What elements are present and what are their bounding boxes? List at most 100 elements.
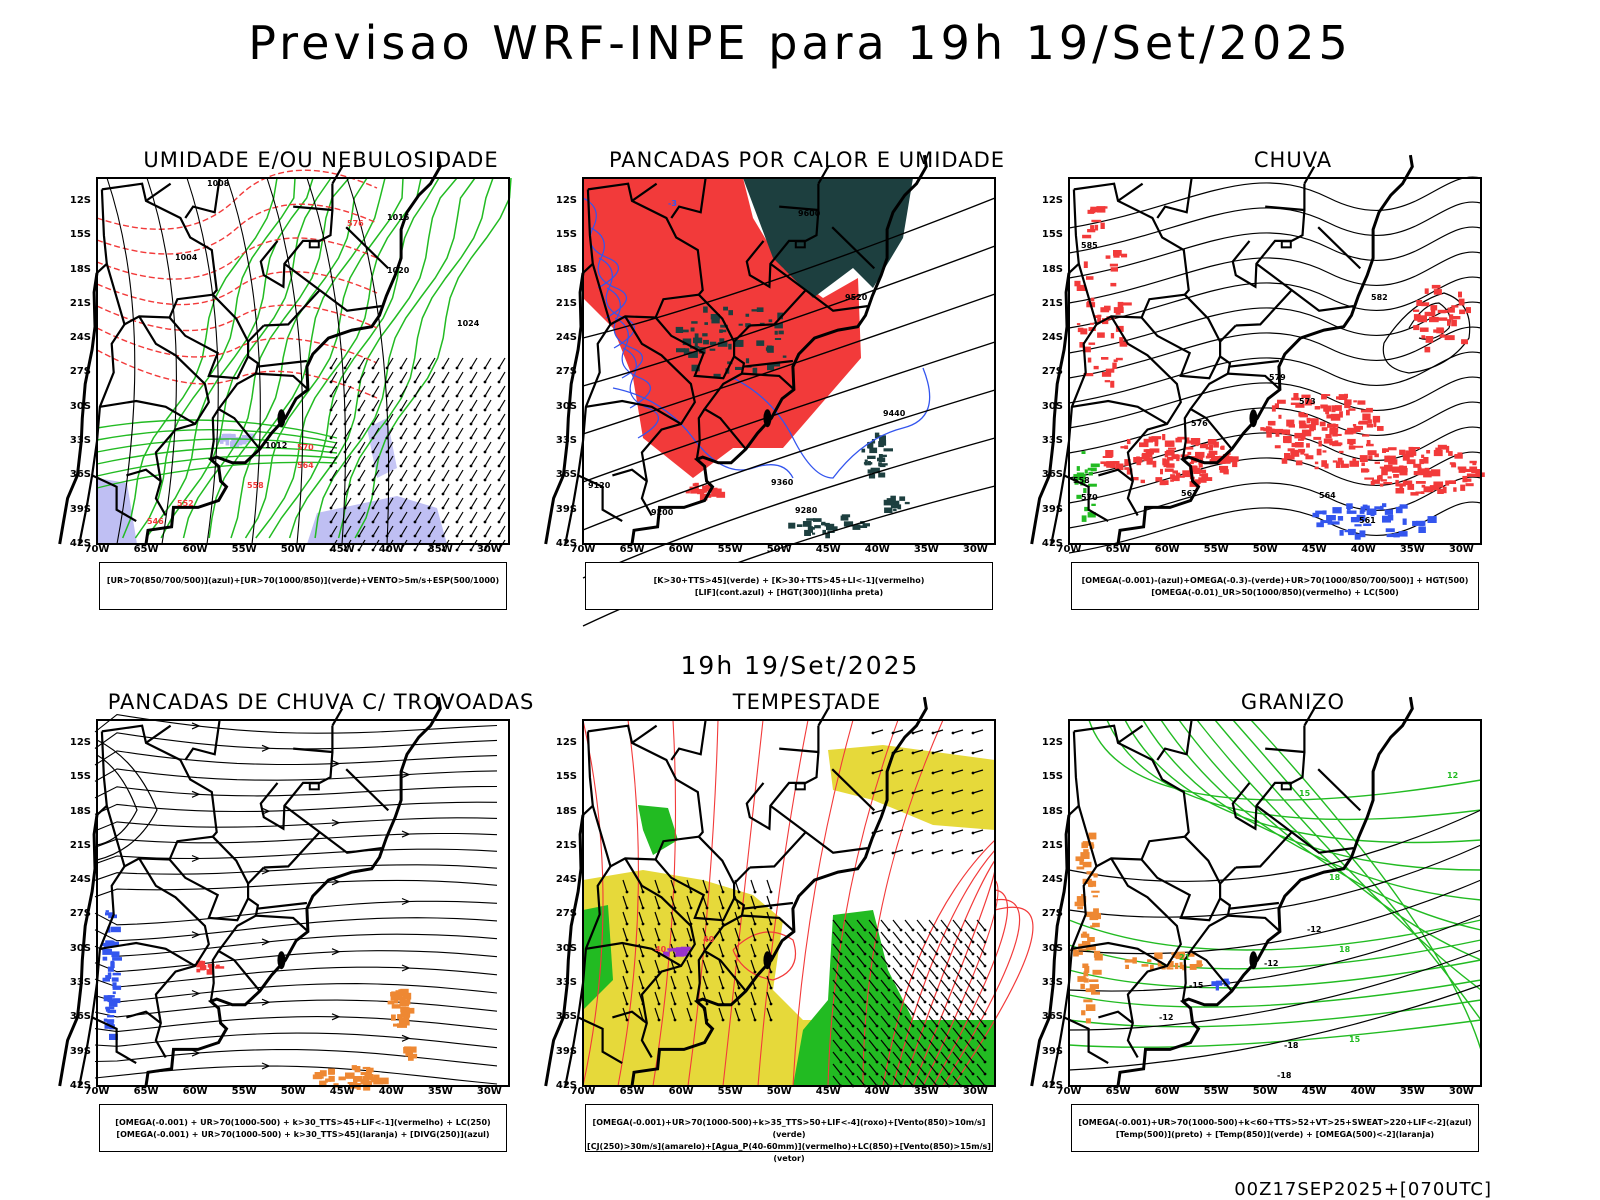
wind-vector <box>911 811 915 815</box>
wind-vector <box>923 1012 927 1016</box>
rain-area-red <box>1469 466 1478 471</box>
wind-vector <box>983 1000 987 1004</box>
map-frame <box>1068 719 1482 1087</box>
rain-area-red <box>1367 419 1372 424</box>
hail-cell-blue <box>1211 981 1216 987</box>
wind-vector <box>400 427 408 439</box>
wind-vector <box>385 464 389 468</box>
wind-vector <box>863 952 867 956</box>
wind-vector <box>343 464 347 468</box>
wind-vector <box>856 1075 866 1087</box>
border-line <box>1235 831 1293 869</box>
wind-vector <box>856 991 866 1003</box>
field-layer <box>1068 719 1482 1071</box>
wind-vector <box>935 1024 939 1028</box>
wind-vector <box>371 478 375 482</box>
wind-vector <box>976 1039 986 1051</box>
rain-area-red <box>1314 466 1319 470</box>
wind-vector <box>371 450 375 454</box>
border-line <box>184 719 221 761</box>
rain-area-red <box>1149 437 1157 442</box>
wind-vector <box>851 988 855 992</box>
wind-vector <box>372 455 380 467</box>
rain-area-red <box>1430 469 1441 477</box>
wind-vector <box>940 1039 950 1051</box>
border-line <box>255 372 308 390</box>
wind-vector <box>372 371 380 383</box>
legend-line: [LIF](cont.azul) + [HGT(300)](linha pret… <box>694 588 884 597</box>
wind-vector <box>887 1000 891 1004</box>
instability-cell-green <box>682 338 692 346</box>
wind-vector <box>904 1003 914 1015</box>
wind-vector <box>899 976 903 980</box>
rain-area-red <box>1323 438 1333 444</box>
omega-area-orange <box>1077 976 1086 982</box>
geopotential-300-contour <box>582 437 996 579</box>
rain-area-red <box>1366 407 1373 413</box>
rain-area-red <box>1353 400 1357 403</box>
moisture-low-contour <box>134 177 296 539</box>
wind-vector <box>904 1039 914 1051</box>
wind-vector <box>371 366 375 370</box>
wind-vector <box>863 988 867 992</box>
instability-cell-green <box>869 447 878 454</box>
map-frame <box>1068 177 1482 545</box>
wind-vector <box>441 408 445 412</box>
rain-area-red <box>1346 409 1350 416</box>
lat-tick-label: 21S <box>555 297 577 309</box>
wind-vector <box>657 906 661 910</box>
wind-vector <box>469 366 473 370</box>
wind-vector <box>622 879 628 893</box>
rain-area-red <box>1332 433 1342 436</box>
rain-area-red <box>1417 467 1422 474</box>
wind-vector <box>940 1027 950 1039</box>
wind-vector <box>428 497 436 509</box>
wind-vector <box>673 1002 677 1006</box>
omega-area-orange <box>1085 988 1096 993</box>
wind-vector <box>358 441 366 453</box>
wind-vector <box>386 483 394 495</box>
lon-tick-label: 40W <box>1350 544 1376 555</box>
border-line <box>585 399 682 425</box>
rain-area-red <box>1451 319 1457 327</box>
wind-vector <box>670 927 676 941</box>
wind-vector <box>329 450 333 454</box>
atlantic-coastline <box>1116 154 1414 545</box>
streamline-arrow <box>191 854 201 863</box>
wind-vector <box>964 1027 974 1039</box>
wind-vector <box>839 1072 843 1076</box>
wind-vector <box>400 399 408 411</box>
instability-cell-green <box>704 322 708 325</box>
streamline-arrow <box>401 771 411 779</box>
omega-area-orange <box>1075 856 1085 862</box>
wind-vector <box>344 497 352 509</box>
wind-vector <box>400 385 408 397</box>
lat-tick-label: 30S <box>69 400 91 412</box>
wind-vector <box>357 548 361 552</box>
wind-vector <box>952 1039 962 1051</box>
wind-vector <box>983 988 987 992</box>
wind-vector <box>737 954 741 958</box>
wind-vector <box>400 413 408 425</box>
instability-cell-green <box>878 454 883 458</box>
instability-cell-green <box>840 515 849 521</box>
thunder-area-orange <box>403 1011 410 1015</box>
omega-area-orange <box>1093 912 1101 920</box>
divergence-area-blue <box>112 991 116 995</box>
wind-vector <box>483 422 487 426</box>
wind-vector <box>928 967 938 979</box>
wind-vector <box>498 525 506 537</box>
rain-area-red <box>1090 322 1095 325</box>
map-frame <box>96 177 510 545</box>
lagoa-dos-patos <box>277 951 286 970</box>
instability-cell-green <box>745 323 751 328</box>
wind-vector <box>912 789 924 794</box>
lat-tick-label: 33S <box>69 977 91 989</box>
atlantic-coastline <box>144 696 442 1087</box>
wind-vector <box>638 975 644 989</box>
lat-tick-label: 15S <box>1041 771 1063 783</box>
wind-vector <box>892 809 904 814</box>
moisture-low-contour <box>145 177 314 539</box>
wind-vector <box>428 511 436 523</box>
